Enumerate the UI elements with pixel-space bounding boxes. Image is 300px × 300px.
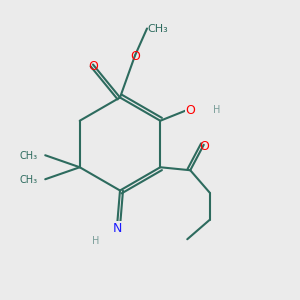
- Text: CH₃: CH₃: [147, 25, 168, 34]
- Text: O: O: [130, 50, 140, 64]
- Text: CH₃: CH₃: [20, 175, 38, 185]
- Text: O: O: [185, 104, 195, 117]
- Text: H: H: [92, 236, 99, 246]
- Text: H: H: [213, 105, 220, 115]
- Text: O: O: [88, 59, 98, 73]
- Text: O: O: [199, 140, 209, 153]
- Text: CH₃: CH₃: [20, 151, 38, 161]
- Text: N: N: [112, 221, 122, 235]
